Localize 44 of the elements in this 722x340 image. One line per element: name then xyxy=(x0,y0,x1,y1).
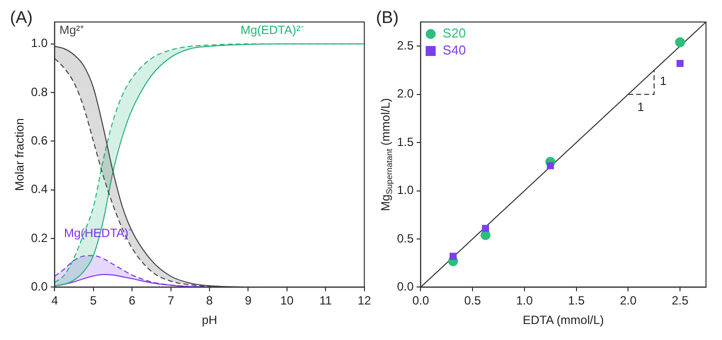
y-tick-label: 0.2 xyxy=(30,230,48,245)
y-axis-title: Molar fraction xyxy=(12,118,26,191)
x-tick-label: 4 xyxy=(51,294,58,308)
point xyxy=(675,37,686,48)
y-tick-label: 1.0 xyxy=(396,183,414,198)
legend-label: S40 xyxy=(442,42,466,58)
y-tick-label: 2.0 xyxy=(396,86,414,101)
y-tick-label: 0.0 xyxy=(396,280,414,294)
series-label: Mg²⁺ xyxy=(59,22,84,37)
annotation: 1 xyxy=(637,100,644,114)
y-tick-label: 0.6 xyxy=(30,134,48,148)
x-tick-label: 0.5 xyxy=(464,294,482,308)
x-tick-label: 1.0 xyxy=(516,294,534,308)
x-tick-label: 9 xyxy=(244,294,252,308)
point xyxy=(450,252,457,260)
x-tick-label: 0.0 xyxy=(412,294,430,308)
x-tick-label: 8 xyxy=(206,294,214,308)
y-axis-title: MgSupernatant (mmol/L) xyxy=(378,98,394,212)
y-tick-label: 1.5 xyxy=(396,134,414,149)
x-tick-label: 1.5 xyxy=(568,294,585,308)
x-tick-label: 10 xyxy=(280,294,294,308)
x-tick-label: 7 xyxy=(167,294,174,308)
x-axis-title: pH xyxy=(202,313,218,328)
x-tick-label: 2.5 xyxy=(672,294,689,308)
point xyxy=(676,60,684,68)
point xyxy=(482,224,490,232)
y-tick-label: 1.0 xyxy=(30,36,48,50)
x-tick-label: 12 xyxy=(358,294,372,308)
x-tick-label: 2.0 xyxy=(620,294,637,308)
legend-label: S20 xyxy=(442,26,466,41)
chart-title: (B) xyxy=(376,8,399,28)
y-tick-label: 0.8 xyxy=(30,84,48,99)
y-tick-label: 0.5 xyxy=(396,231,414,246)
x-tick-label: 11 xyxy=(319,294,332,308)
y-tick-label: 2.5 xyxy=(396,38,414,52)
series-label: Mg(EDTA)²⁻ xyxy=(240,22,304,37)
point xyxy=(546,162,554,170)
x-tick-label: 6 xyxy=(128,294,136,308)
y-tick-label: 0.4 xyxy=(30,182,48,196)
y-tick-label: 0.0 xyxy=(30,280,48,294)
chart-title: (A) xyxy=(10,8,33,28)
x-tick-label: 5 xyxy=(90,294,98,308)
annotation: 1 xyxy=(660,74,667,88)
x-axis-title: EDTA (mmol/L) xyxy=(522,313,604,328)
